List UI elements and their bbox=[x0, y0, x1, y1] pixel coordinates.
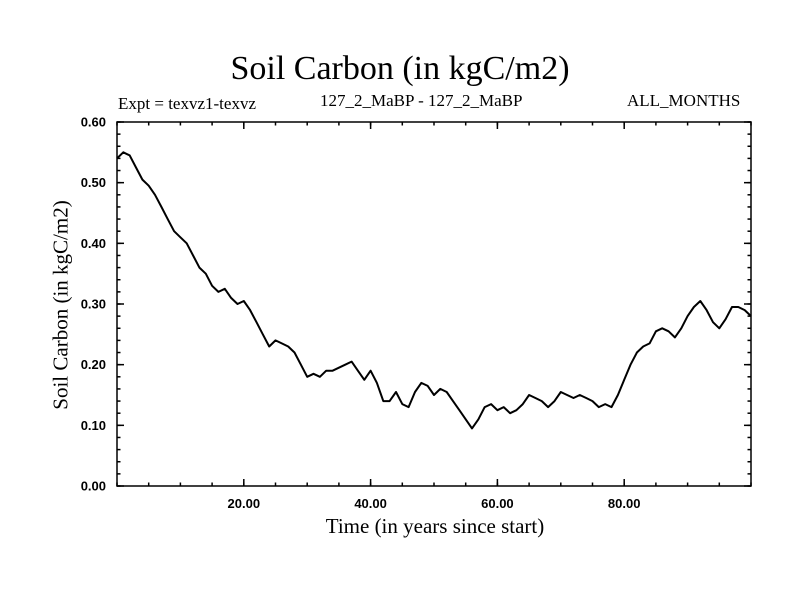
x-tick-label: 80.00 bbox=[608, 496, 641, 511]
y-tick-label: 0.40 bbox=[81, 236, 106, 251]
tick-label-group: 0.00 0.10 0.20 0.30 0.40 0.50 0.60 20.00 40.00 60… bbox=[81, 115, 641, 512]
period-subtitle: 127_2_MaBP - 127_2_MaBP bbox=[320, 91, 523, 110]
plot-frame bbox=[116, 121, 752, 487]
months-label: ALL_MONTHS bbox=[627, 91, 741, 110]
y-tick-label: 0.50 bbox=[81, 175, 106, 190]
x-tick-label: 20.00 bbox=[228, 496, 261, 511]
tick-group bbox=[116, 121, 752, 487]
experiment-label: Expt = texvz1-texvz bbox=[118, 94, 256, 113]
y-tick-label: 0.60 bbox=[81, 115, 106, 130]
chart-title: Soil Carbon (in kgC/m2) bbox=[230, 50, 570, 87]
y-tick-label: 0.00 bbox=[81, 479, 106, 494]
y-tick-label: 0.20 bbox=[81, 357, 106, 372]
x-axis-label: Time (in years since start) bbox=[325, 514, 545, 538]
y-tick-label: 0.30 bbox=[81, 297, 106, 312]
x-tick-label: 40.00 bbox=[354, 496, 387, 511]
series-line-soil-carbon bbox=[116, 151, 752, 430]
y-tick-label: 0.10 bbox=[81, 418, 106, 433]
x-tick-label: 60.00 bbox=[481, 496, 514, 511]
